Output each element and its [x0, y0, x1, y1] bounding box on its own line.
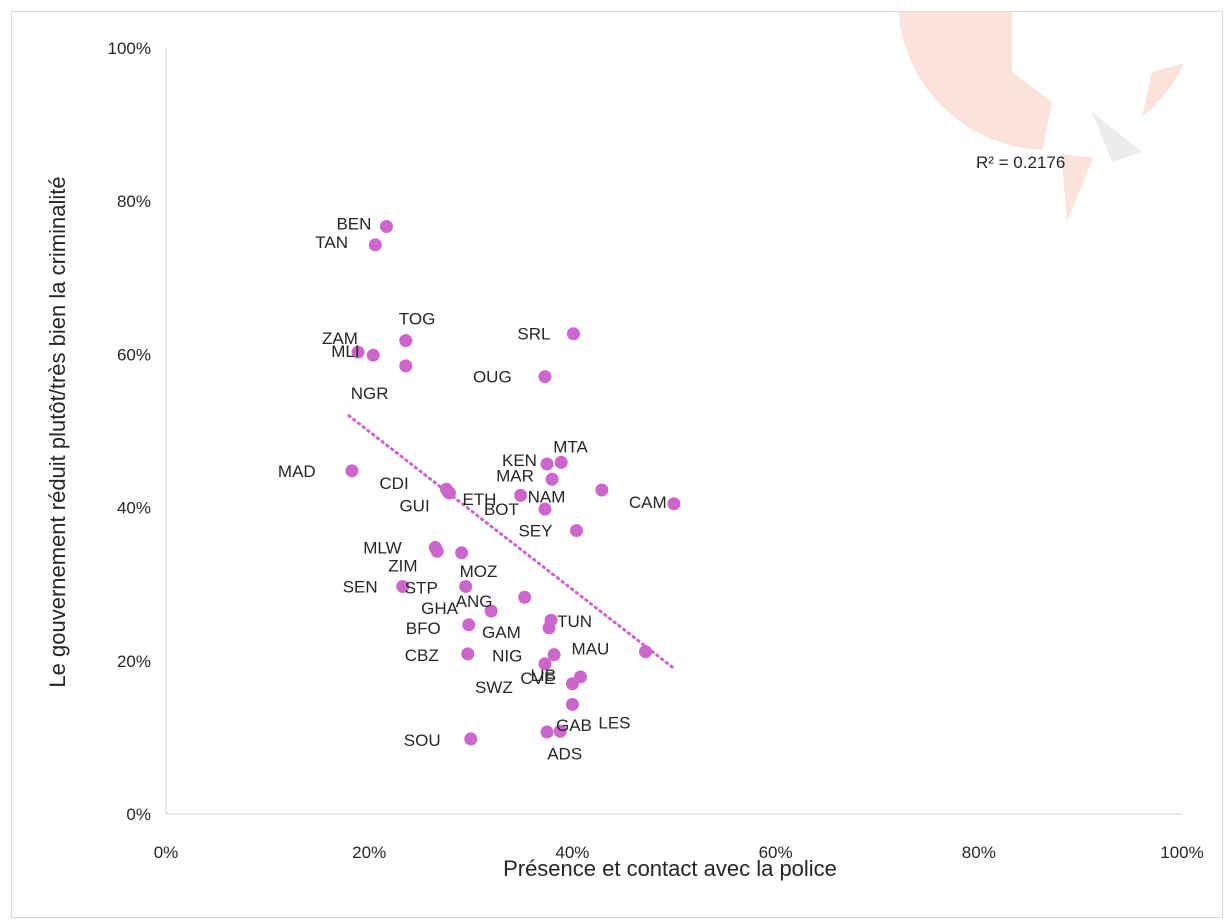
y-tick-label: 40%: [117, 499, 151, 518]
data-point: [565, 697, 579, 711]
data-label: ZIM: [388, 556, 417, 575]
x-tick-label: 60%: [759, 843, 793, 862]
trendline: [347, 414, 676, 670]
watermark-logo: [898, 12, 1222, 222]
data-label: CBZ: [405, 646, 439, 665]
data-label: SRL: [517, 325, 550, 344]
y-axis-title: Le gouvernement réduit plutôt/très bien …: [45, 176, 70, 687]
data-point: [547, 648, 561, 662]
data-label: TOG: [399, 310, 436, 329]
r-squared-annotation: R² = 0.2176: [976, 153, 1065, 172]
data-point: [542, 621, 556, 635]
data-point: [484, 604, 498, 618]
data-point: [455, 546, 469, 560]
data-label: OUG: [473, 368, 512, 387]
data-label: GHA: [421, 599, 459, 618]
y-tick-label: 80%: [117, 192, 151, 211]
chart-frame: 0% 20% 40% 60% 80% 100% 0% 20% 40% 60% 80% 100% BEN…: [11, 11, 1223, 918]
x-tick-label: 0%: [154, 843, 179, 862]
data-point: [464, 732, 478, 746]
x-axis-title: Présence et contact avec la police: [503, 856, 837, 881]
data-label: CDI: [379, 474, 408, 493]
scatter-chart: 0% 20% 40% 60% 80% 100% 0% 20% 40% 60% 80% 100% BEN…: [45, 12, 1222, 881]
data-label: ADS: [547, 744, 582, 763]
data-point: [459, 579, 473, 593]
data-label: GAB: [556, 716, 592, 735]
data-label: CAM: [629, 493, 667, 512]
data-point: [540, 725, 554, 739]
data-label: LIB: [531, 666, 557, 685]
data-label: NAM: [528, 487, 566, 506]
data-point: [518, 590, 532, 604]
data-point: [441, 485, 455, 499]
data-point: [368, 238, 382, 252]
axes: 0% 20% 40% 60% 80% 100% 0% 20% 40% 60% 80% 100%: [108, 39, 1204, 862]
data-label: BEN: [336, 214, 371, 233]
data-label: ANG: [456, 592, 493, 611]
data-label: MAR: [496, 466, 534, 485]
trendline-path: [347, 414, 676, 670]
data-label: NGR: [351, 384, 389, 403]
data-point: [553, 724, 567, 738]
data-point: [565, 677, 579, 691]
data-label: BOT: [484, 500, 519, 519]
data-label: SOU: [404, 731, 441, 750]
data-label: MTA: [553, 437, 588, 456]
data-label: MOZ: [460, 562, 498, 581]
data-label: SEY: [518, 522, 552, 541]
data-label: GAM: [482, 623, 521, 642]
data-point: [345, 464, 359, 478]
data-point: [595, 483, 609, 497]
x-tick-label: 100%: [1160, 843, 1203, 862]
data-label: CVE: [520, 669, 555, 688]
x-tick-label: 80%: [962, 843, 996, 862]
y-tick-label: 0%: [126, 805, 151, 824]
data-point: [538, 370, 552, 384]
data-label: SEN: [343, 577, 378, 596]
data-label: MLW: [363, 538, 401, 557]
data-point: [379, 219, 393, 233]
data-point: [569, 524, 583, 538]
data-point: [399, 359, 413, 373]
data-point: [461, 647, 475, 661]
data-point: [540, 457, 554, 471]
data-point: [538, 502, 552, 516]
data-point: [351, 345, 365, 359]
data-label: SWZ: [475, 678, 513, 697]
x-tick-label: 40%: [555, 843, 589, 862]
data-point: [366, 348, 380, 362]
data-label: TUN: [557, 612, 592, 631]
data-label: LES: [598, 713, 630, 732]
y-tick-label: 60%: [117, 345, 151, 364]
data-point: [430, 544, 444, 558]
data-point: [538, 657, 552, 671]
data-point: [639, 645, 653, 659]
data-label: KEN: [502, 451, 537, 470]
data-label: MLI: [331, 342, 359, 361]
data-point: [667, 497, 681, 511]
data-label: ZAM: [322, 329, 358, 348]
data-point: [545, 472, 559, 486]
data-label: TAN: [315, 233, 348, 252]
data-point: [514, 488, 528, 502]
data-point: [462, 618, 476, 632]
data-label: MAU: [572, 640, 610, 659]
y-tick-label: 20%: [117, 652, 151, 671]
data-label: GUI: [399, 496, 429, 515]
data-point: [554, 455, 568, 469]
data-point: [566, 327, 580, 341]
data-label: ETH: [462, 490, 496, 509]
data-label: MAD: [278, 462, 316, 481]
x-tick-label: 20%: [352, 843, 386, 862]
y-tick-label: 100%: [108, 39, 151, 58]
data-label: NIG: [492, 647, 522, 666]
data-point: [399, 334, 413, 348]
data-point: [396, 579, 410, 593]
data-label: STP: [405, 578, 438, 597]
data-label: BFO: [406, 619, 441, 638]
data-points: [345, 219, 681, 746]
